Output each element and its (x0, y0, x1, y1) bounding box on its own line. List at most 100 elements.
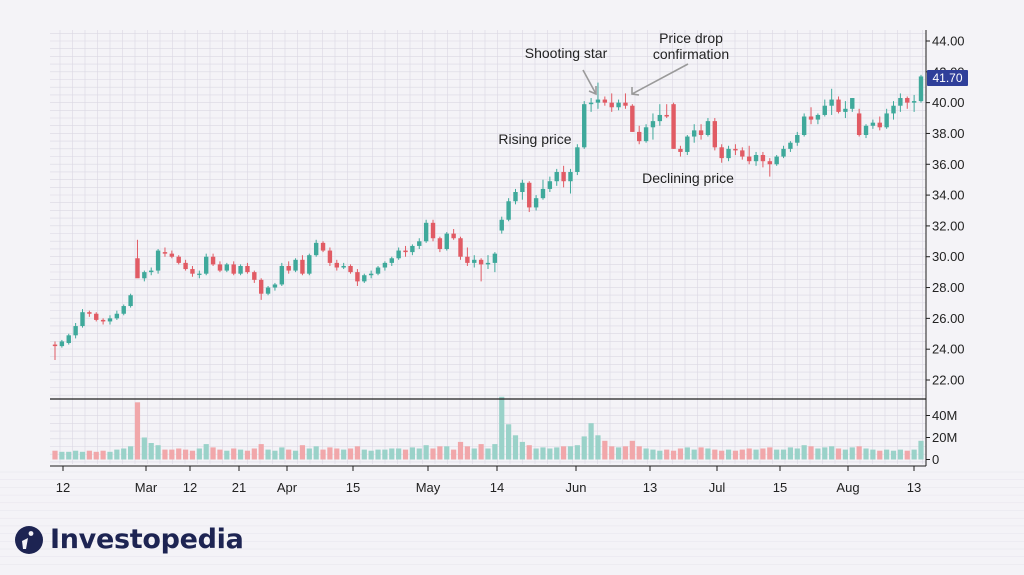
candle-body (836, 99, 841, 112)
volume-bar (121, 448, 127, 460)
volume-bar (760, 448, 766, 460)
candle-body (107, 318, 113, 322)
volume-bar (705, 448, 711, 460)
candle-body (313, 242, 319, 256)
candle-body (678, 148, 683, 152)
candle-body (478, 259, 484, 265)
volume-bar (416, 448, 422, 460)
candle-body (403, 250, 408, 253)
candle-body (911, 101, 917, 103)
candle-body (788, 142, 793, 149)
candle-body (767, 161, 772, 165)
volume-bar (712, 449, 718, 460)
volume-bar (73, 450, 79, 460)
volume-bar (636, 446, 642, 460)
volume-bar (334, 448, 340, 460)
volume-bar (492, 444, 498, 460)
candle-body (245, 265, 250, 273)
volume-bar (918, 440, 924, 460)
volume-bar (822, 447, 828, 460)
candle-body (712, 121, 718, 148)
candle-body (856, 113, 862, 135)
candle-body (307, 255, 312, 274)
price-tick-label: 36.00 (932, 157, 965, 172)
candle-body (905, 98, 910, 103)
candle-body (121, 306, 126, 314)
volume-bar (904, 450, 910, 460)
candle-body (300, 259, 305, 274)
volume-bar (272, 450, 278, 460)
candle-body (637, 131, 642, 142)
volume-bar (615, 447, 622, 460)
volume-bar (664, 449, 670, 460)
volume-bar (368, 450, 374, 460)
volume-bar (554, 447, 560, 460)
volume-bar (382, 449, 388, 460)
price-axis-ticks: 44.0042.0040.0038.0036.0034.0032.0030.00… (926, 34, 965, 388)
candle-body (568, 171, 573, 182)
candle-body (293, 259, 298, 271)
volume-bar (79, 451, 86, 460)
investopedia-logo-icon (15, 525, 43, 554)
volume-bar (829, 446, 835, 460)
candle-body (396, 250, 401, 259)
volume-bar (595, 435, 601, 460)
volume-bar (231, 448, 237, 460)
logo-wordmark: Investopedia (50, 524, 244, 555)
volume-bar (561, 446, 567, 460)
candle-body (561, 171, 566, 182)
time-tick-label: Apr (277, 480, 298, 495)
candle-body (609, 102, 614, 108)
candle-body (691, 130, 697, 137)
volume-bar (753, 449, 759, 460)
volume-bar (767, 447, 773, 460)
volume-bar (389, 448, 395, 460)
candle-body (114, 313, 120, 319)
candle-body (382, 262, 388, 268)
volume-bar (59, 451, 65, 460)
volume-bar (897, 449, 903, 460)
candle-body (389, 258, 394, 263)
candle-body (100, 319, 106, 322)
volume-bar (375, 449, 381, 460)
price-tick-label: 22.00 (932, 373, 965, 388)
candle-body (217, 264, 223, 271)
candle-body (774, 156, 779, 165)
price-tick-label: 30.00 (932, 249, 965, 264)
candle-body (327, 250, 333, 263)
candle-body (918, 76, 924, 102)
volume-bar (176, 448, 182, 460)
volume-tick-label: 20M (932, 430, 957, 445)
volume-bar (210, 447, 216, 460)
volume-bar (148, 443, 154, 460)
price-tick-label: 34.00 (932, 188, 965, 203)
volume-bar (444, 446, 450, 460)
candle-body (719, 147, 724, 159)
volume-bar (506, 424, 512, 460)
candle-body (362, 275, 367, 282)
volume-bar (863, 448, 869, 460)
volume-bar (341, 449, 347, 460)
volume-bar (547, 448, 553, 460)
price-tick-label: 40.00 (932, 95, 965, 110)
time-tick-label: 15 (346, 480, 360, 495)
candle-body (705, 121, 711, 135)
volume-bar (313, 446, 319, 460)
candle-body (417, 241, 422, 246)
volume-bar (519, 441, 525, 460)
candle-body (499, 219, 504, 231)
candle-body (671, 104, 676, 149)
candle-body (238, 265, 243, 274)
volume-bar (512, 435, 519, 460)
candle-body (506, 201, 511, 220)
volume-bar (52, 450, 58, 460)
candle-body (829, 99, 834, 106)
candle-body (73, 326, 78, 336)
candle-body (650, 121, 656, 128)
candle-body (492, 253, 498, 263)
time-tick-label: Aug (836, 480, 859, 495)
annotations: Shooting star Price drop confirmation Ri… (498, 30, 734, 186)
volume-bar (602, 440, 608, 460)
volume-bar (835, 448, 842, 460)
